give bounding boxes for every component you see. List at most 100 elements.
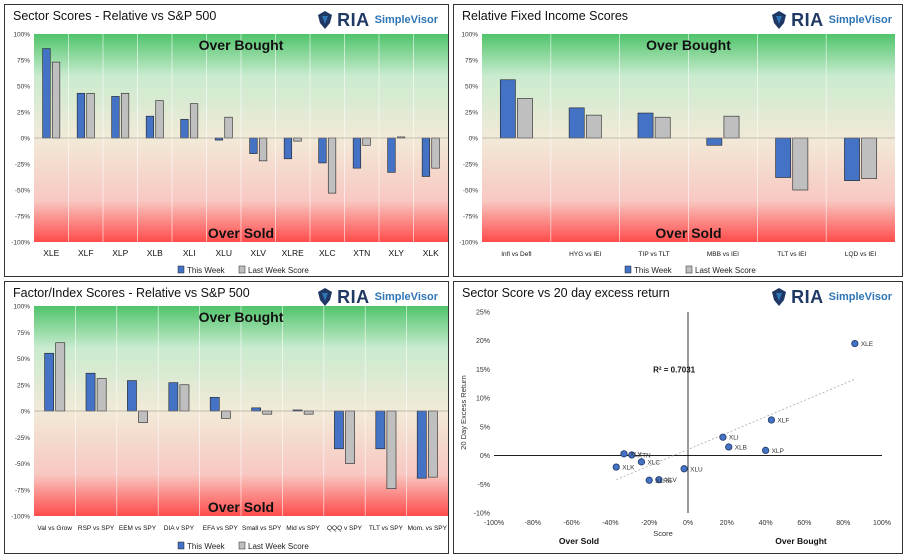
brand-product: SimpleVisor: [828, 14, 892, 26]
x-tick-label: -80%: [525, 520, 541, 527]
y-tick-label: -75%: [15, 214, 30, 221]
bar-last-week: [155, 100, 164, 139]
x-tick-label: EFA vs SPY: [203, 525, 239, 532]
y-tick-label: -75%: [15, 487, 30, 494]
y-tick-label: 100%: [13, 32, 30, 39]
y-tick-label: 50%: [17, 356, 30, 363]
brand-name: RIA: [337, 286, 370, 307]
over-sold-label: Over Sold: [208, 499, 274, 515]
eagle-icon: [318, 288, 333, 306]
legend-swatch-this-week: [624, 265, 632, 274]
bar-this-week: [334, 410, 344, 450]
x-tick-label: Mid vs SPY: [286, 525, 320, 532]
bar-last-week: [517, 98, 533, 139]
point-label: XLRE: [655, 478, 673, 485]
bar-last-week: [362, 137, 371, 146]
point-label: XTN: [638, 452, 651, 459]
y-tick-label: 50%: [465, 84, 478, 91]
bar-last-week: [654, 116, 671, 139]
brand-product: SimpleVisor: [374, 291, 438, 303]
y-tick-label: -50%: [15, 461, 30, 468]
x-tick-label: Val vs Grow: [37, 525, 72, 532]
legend-label-this-week: This Week: [187, 266, 226, 275]
x-tick-label: -60%: [563, 520, 579, 527]
bar-last-week: [224, 116, 233, 139]
brand-logo: RIA SimpleVisor: [770, 9, 892, 31]
x-tick-label: XLY: [389, 248, 405, 258]
x-tick-label: 60%: [797, 520, 811, 527]
x-tick-label: Mom. vs SPY: [408, 525, 448, 532]
bar-this-week: [76, 92, 86, 139]
x-tick-label: EEM vs SPY: [119, 525, 157, 532]
x-tick-label: TIP vs TLT: [639, 251, 670, 258]
scatter-point: [725, 443, 733, 451]
legend-label-this-week: This Week: [634, 266, 673, 275]
x-tick-label: 100%: [873, 520, 891, 527]
y-tick-label: 0%: [469, 136, 479, 143]
legend-swatch-this-week: [177, 541, 185, 550]
legend-label-last-week: Last Week Score: [248, 266, 309, 275]
r-squared-label: R² = 0.7031: [653, 365, 696, 374]
x-tick-label: XLK: [423, 248, 439, 258]
x-tick-label: XLV: [251, 248, 267, 258]
scatter-panel: Sector Score vs 20 day excess return RIA…: [453, 281, 903, 554]
sector-scores-panel: Sector Scores - Relative vs S&P 500 RIA …: [4, 4, 449, 277]
x-tick-label: DIA v SPY: [164, 525, 195, 532]
x-tick-label: 20%: [720, 520, 734, 527]
bar-last-week: [120, 92, 130, 139]
bar-last-week: [427, 410, 438, 478]
scatter-point: [851, 339, 859, 348]
y-tick-label: 0%: [480, 453, 490, 460]
x-tick-label: XLE: [43, 248, 59, 258]
sector-bar-chart: 100% 75% 50% 25% 0% -25% -50% -75% -100% Over Bou…: [11, 32, 448, 275]
point-label: XLU: [690, 466, 703, 473]
x-tick-label: XTN: [353, 248, 370, 258]
y-tick-label: -100%: [11, 240, 30, 247]
x-tick-label: -100%: [484, 520, 504, 527]
trend-line: [616, 378, 855, 481]
bar-this-week: [180, 118, 189, 139]
bar-this-week: [127, 380, 137, 412]
bar-last-week: [179, 384, 190, 412]
y-tick-label: 20%: [476, 338, 490, 345]
over-sold-axis-label: Over Sold: [559, 536, 599, 546]
over-sold-label: Over Sold: [208, 225, 274, 241]
scatter-point: [645, 476, 653, 484]
brand-logo: RIA SimpleVisor: [316, 9, 438, 31]
brand-name: RIA: [337, 9, 370, 30]
y-tick-label: 25%: [476, 310, 490, 317]
bar-this-week: [283, 137, 293, 160]
bar-this-week: [416, 410, 427, 479]
scatter-point: [655, 476, 663, 484]
bar-this-week: [352, 137, 362, 169]
x-tick-label: -20%: [641, 520, 657, 527]
point-label: XLC: [647, 459, 660, 466]
scatter-point: [620, 450, 628, 458]
point-label: XLK: [622, 465, 635, 472]
scatter-chart-title: Sector Score vs 20 day excess return: [462, 286, 670, 300]
scatter-chart: -100% -80% -60% -40% -20% 0% 20% 40% 60% 80% 100% 2…: [459, 310, 891, 547]
scatter-point: [680, 465, 688, 473]
bar-this-week: [214, 137, 224, 141]
scatter-point: [612, 463, 620, 471]
bar-last-week: [303, 410, 314, 415]
eagle-icon: [772, 11, 787, 29]
fixed-income-bar-chart: 100% 75% 50% 25% 0% -25% -50% -75% -100% Over Bou…: [459, 32, 895, 275]
x-tick-label: LQD vs IEI: [845, 251, 877, 258]
eagle-icon: [772, 288, 787, 306]
bar-last-week: [55, 342, 66, 412]
legend-label-last-week: Last Week Score: [695, 266, 756, 275]
y-tick-label: -5%: [478, 482, 490, 489]
bar-this-week: [85, 372, 96, 412]
y-tick-label: 25%: [17, 110, 30, 117]
point-label: XLI: [729, 435, 739, 442]
bar-last-week: [138, 410, 148, 423]
bar-last-week: [327, 137, 337, 194]
bar-this-week: [111, 96, 120, 139]
x-tick-label: Infl vs Defl: [501, 251, 532, 258]
x-tick-label: XLU: [215, 248, 232, 258]
x-tick-label: XLC: [319, 248, 336, 258]
y-tick-label: -100%: [459, 240, 478, 247]
y-tick-label: -25%: [463, 162, 478, 169]
y-tick-label: 100%: [13, 304, 30, 311]
